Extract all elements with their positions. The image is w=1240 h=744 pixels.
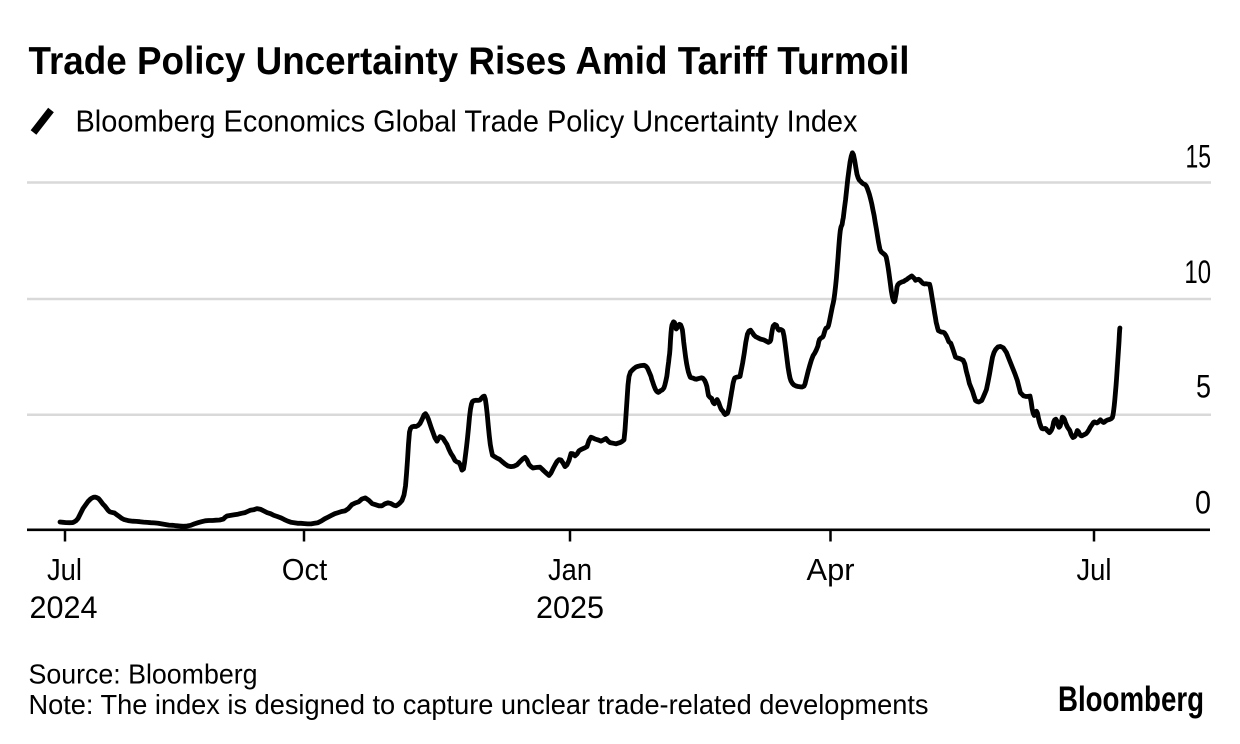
svg-text:Jul: Jul [47,552,82,587]
svg-text:Jan: Jan [548,552,592,587]
svg-text:Trade Policy Uncertainty Rises: Trade Policy Uncertainty Rises Amid Tari… [29,40,910,83]
svg-text:2024: 2024 [30,589,98,625]
svg-text:0: 0 [1195,485,1211,521]
svg-text:Note: The index is designed to: Note: The index is designed to capture u… [29,689,929,720]
svg-text:2025: 2025 [536,589,604,625]
svg-text:15: 15 [1186,139,1212,175]
svg-text:5: 5 [1196,369,1211,405]
svg-text:Apr: Apr [807,552,855,587]
svg-text:10: 10 [1184,254,1211,290]
svg-text:Source: Bloomberg: Source: Bloomberg [29,659,258,690]
svg-text:Oct: Oct [282,552,328,587]
svg-text:Bloomberg Economics Global Tra: Bloomberg Economics Global Trade Policy … [76,105,858,139]
svg-text:Jul: Jul [1077,552,1112,587]
svg-text:Bloomberg: Bloomberg [1058,680,1204,719]
